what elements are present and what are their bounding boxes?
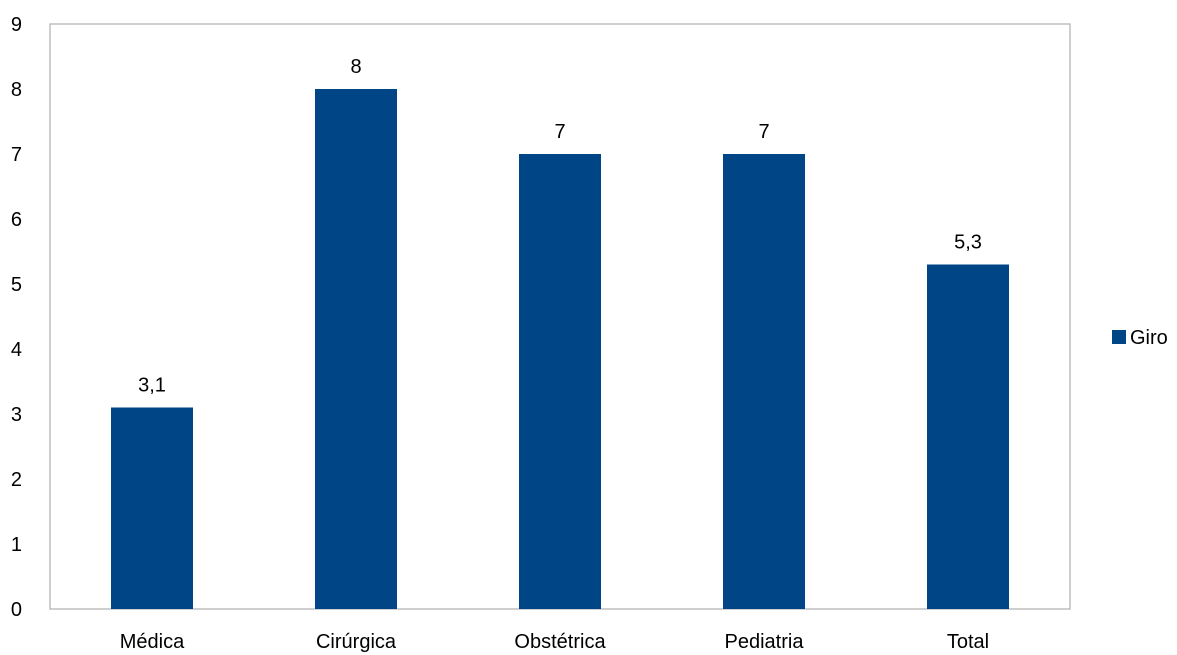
y-tick-label: 9 [11, 14, 22, 36]
bar [315, 89, 397, 609]
y-axis: 0 1 2 3 4 5 6 7 8 9 [11, 14, 22, 621]
data-label: 7 [758, 121, 769, 143]
legend: Giro [1112, 327, 1168, 349]
bar [519, 154, 601, 609]
x-tick-label: Total [947, 631, 989, 653]
bar [111, 407, 193, 609]
y-tick-label: 7 [11, 144, 22, 166]
bar [723, 154, 805, 609]
y-tick-label: 6 [11, 209, 22, 231]
y-tick-label: 5 [11, 274, 22, 296]
y-tick-label: 1 [11, 534, 22, 556]
x-tick-label: Obstétrica [514, 631, 606, 653]
data-label: 5,3 [954, 232, 982, 254]
x-tick-label: Cirúrgica [316, 631, 397, 653]
data-label: 8 [350, 56, 361, 78]
bar-series [111, 89, 1009, 609]
data-label: 7 [554, 121, 565, 143]
legend-swatch [1112, 330, 1126, 344]
x-tick-label: Médica [120, 631, 185, 653]
y-tick-label: 4 [11, 339, 22, 361]
y-tick-label: 0 [11, 599, 22, 621]
data-label: 3,1 [138, 375, 166, 397]
data-labels: 3,1 8 7 7 5,3 [138, 56, 982, 397]
y-tick-label: 3 [11, 404, 22, 426]
y-tick-label: 8 [11, 79, 22, 101]
x-tick-label: Pediatria [725, 631, 805, 653]
legend-label: Giro [1130, 327, 1168, 349]
x-axis: Médica Cirúrgica Obstétrica Pediatria Total [120, 631, 989, 653]
bar [927, 264, 1009, 609]
y-tick-label: 2 [11, 469, 22, 491]
